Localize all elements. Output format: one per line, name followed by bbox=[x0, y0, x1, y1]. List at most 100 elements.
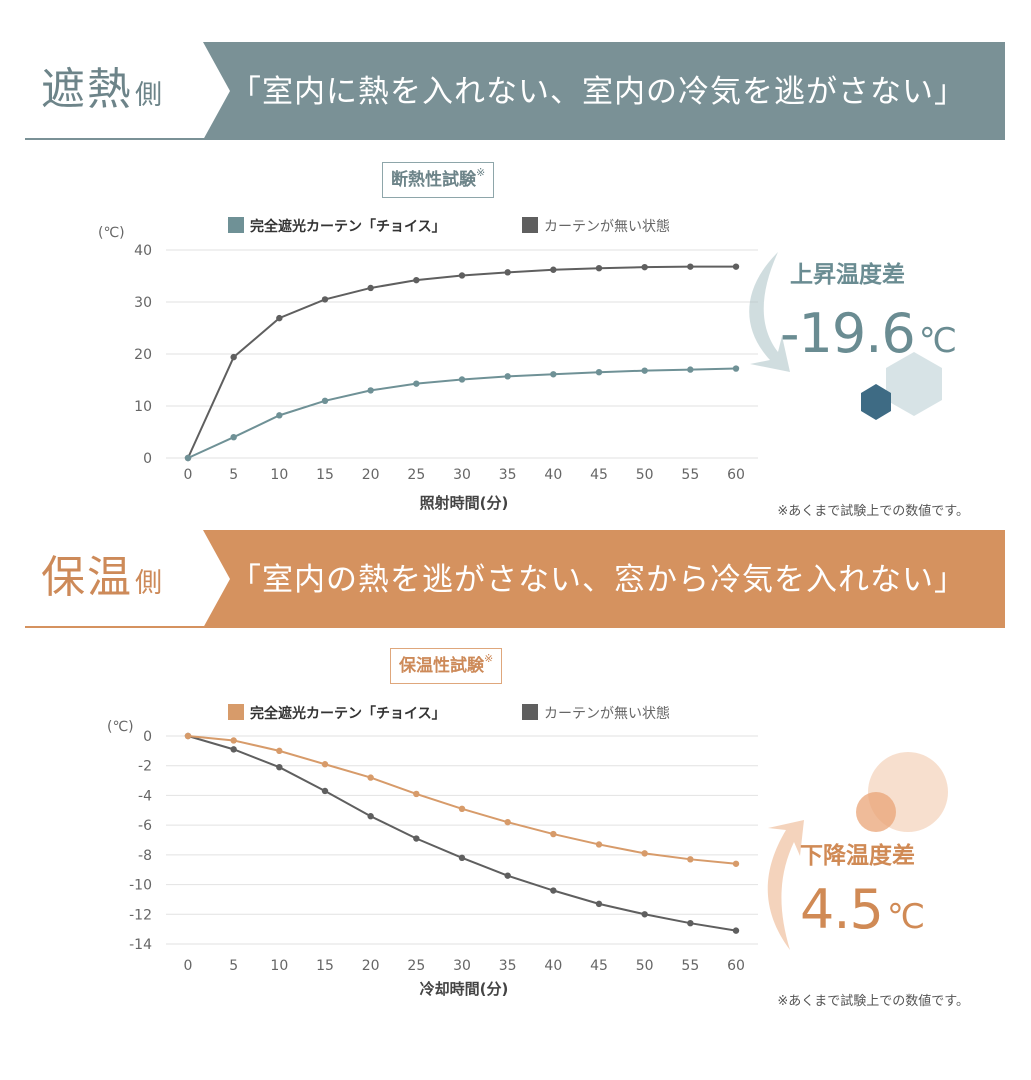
data-point bbox=[458, 272, 466, 279]
disclaimer-note: ※あくまで試験上での数値です。 bbox=[777, 994, 969, 1009]
data-point bbox=[641, 263, 648, 271]
x-axis-title: 照射時間(分) bbox=[420, 494, 509, 512]
y-tick-label: -10 bbox=[129, 878, 152, 894]
series-line bbox=[187, 265, 736, 459]
x-tick-label: 35 bbox=[499, 958, 517, 974]
data-point bbox=[413, 276, 420, 284]
data-point bbox=[321, 296, 329, 303]
data-point bbox=[732, 860, 740, 867]
x-tick-label: 0 bbox=[184, 467, 193, 483]
series-line bbox=[187, 735, 737, 865]
data-point bbox=[687, 920, 694, 927]
y-tick-label: -8 bbox=[138, 848, 152, 864]
legend-swatch bbox=[228, 217, 244, 233]
insulation-chart: 完全遮光カーテン「チョイス」 カーテンが無い状態 (℃) 0 10 20 30 40 0 5 10 1… bbox=[98, 217, 957, 512]
legend-label: 完全遮光カーテン「チョイス」 bbox=[250, 705, 446, 722]
data-point bbox=[504, 269, 511, 276]
y-tick-label: 0 bbox=[143, 451, 152, 467]
section-title: 遮熱側 bbox=[41, 64, 164, 115]
badge-unit: ℃ bbox=[887, 897, 924, 937]
down-arrow-icon bbox=[749, 252, 790, 372]
data-point bbox=[504, 818, 511, 826]
x-tick-label: 10 bbox=[270, 958, 288, 974]
data-point bbox=[321, 761, 329, 768]
section-tagline: 「室内に熱を入れない、室内の冷気を逃がさない」 bbox=[230, 74, 966, 110]
y-axis-unit: (℃) bbox=[98, 225, 125, 241]
data-point bbox=[504, 872, 511, 879]
data-point bbox=[641, 850, 648, 857]
x-tick-label: 15 bbox=[316, 467, 334, 483]
x-tick-label: 55 bbox=[681, 958, 699, 974]
data-point bbox=[230, 353, 237, 361]
x-axis-title: 冷却時間(分) bbox=[420, 980, 509, 998]
data-point bbox=[230, 434, 237, 441]
data-point bbox=[413, 790, 420, 798]
data-point bbox=[595, 265, 603, 272]
section-title-suffix: 側 bbox=[135, 568, 164, 599]
heat-retain-section: 保温側 「室内の熱を逃がさない、窓から冷気を入れない」 保温性試験※ 完全遮光カ… bbox=[0, 530, 1031, 1080]
legend-label: カーテンが無い状態 bbox=[544, 706, 670, 722]
data-point bbox=[458, 805, 466, 812]
y-tick-label: 20 bbox=[134, 347, 152, 363]
legend-swatch bbox=[522, 217, 538, 233]
badge-label: 上昇温度差 bbox=[790, 261, 905, 288]
x-tick-label: 25 bbox=[407, 958, 425, 974]
x-tick-label: 20 bbox=[362, 467, 380, 483]
y-axis-unit: (℃) bbox=[107, 719, 134, 735]
heat-retention-chart: 完全遮光カーテン「チョイス」 カーテンが無い状態 (℃) 0 -2 -4 -6 -8 -10 -1… bbox=[107, 704, 948, 998]
data-point bbox=[230, 737, 237, 744]
x-tick-label: 5 bbox=[229, 467, 238, 483]
circle-small-icon bbox=[856, 792, 896, 832]
legend-swatch bbox=[522, 704, 538, 720]
banner-underline bbox=[25, 138, 230, 140]
data-point bbox=[595, 900, 603, 908]
y-tick-label: -6 bbox=[138, 818, 152, 834]
x-tick-label: 60 bbox=[727, 958, 745, 974]
banner-wedge bbox=[25, 530, 230, 628]
y-tick-label: 0 bbox=[143, 729, 152, 745]
data-point bbox=[641, 911, 648, 918]
data-point bbox=[458, 376, 466, 383]
data-point bbox=[367, 774, 374, 781]
x-tick-label: 5 bbox=[229, 958, 238, 974]
section-tagline: 「室内の熱を逃がさない、窓から冷気を入れない」 bbox=[230, 562, 966, 598]
badge-label: 下降温度差 bbox=[800, 842, 915, 869]
data-point bbox=[732, 263, 740, 270]
y-tick-label: 10 bbox=[134, 399, 152, 415]
x-tick-label: 40 bbox=[544, 958, 562, 974]
data-point bbox=[595, 369, 603, 376]
test-mark: ※ bbox=[484, 652, 494, 665]
hexagon-small-icon bbox=[861, 384, 891, 420]
data-point bbox=[184, 732, 192, 740]
data-point bbox=[276, 747, 283, 755]
test-mark: ※ bbox=[476, 166, 486, 179]
data-point bbox=[687, 366, 694, 373]
section-banner: 遮熱側 「室内に熱を入れない、室内の冷気を逃がさない」 bbox=[25, 42, 1005, 140]
heat-shield-section: 遮熱側 「室内に熱を入れない、室内の冷気を逃がさない」 断熱性試験※ 完全遮光カ… bbox=[0, 0, 1031, 530]
x-tick-label: 60 bbox=[727, 467, 745, 483]
section-title-suffix: 側 bbox=[135, 80, 164, 111]
data-point bbox=[641, 367, 648, 374]
x-tick-label: 20 bbox=[362, 958, 380, 974]
data-point bbox=[550, 266, 557, 273]
legend-label: カーテンが無い状態 bbox=[544, 219, 670, 235]
data-point bbox=[184, 454, 192, 462]
data-point bbox=[413, 835, 420, 842]
series-line bbox=[187, 735, 737, 932]
data-point bbox=[550, 371, 557, 378]
data-point bbox=[732, 365, 740, 372]
data-point bbox=[732, 927, 740, 934]
disclaimer-note: ※あくまで試験上での数値です。 bbox=[777, 504, 969, 519]
data-point bbox=[595, 841, 603, 848]
data-point bbox=[321, 787, 329, 795]
test-label: 保温性試験※ bbox=[390, 648, 503, 684]
x-tick-label: 30 bbox=[453, 958, 471, 974]
test-label: 断熱性試験※ bbox=[382, 162, 495, 198]
y-tick-label: 30 bbox=[134, 295, 152, 311]
data-point bbox=[504, 373, 511, 380]
up-arrow-icon bbox=[767, 820, 804, 950]
legend-swatch bbox=[228, 704, 244, 720]
data-point bbox=[687, 263, 694, 270]
legend-label: 完全遮光カーテン「チョイス」 bbox=[250, 218, 446, 235]
data-point bbox=[458, 854, 466, 862]
